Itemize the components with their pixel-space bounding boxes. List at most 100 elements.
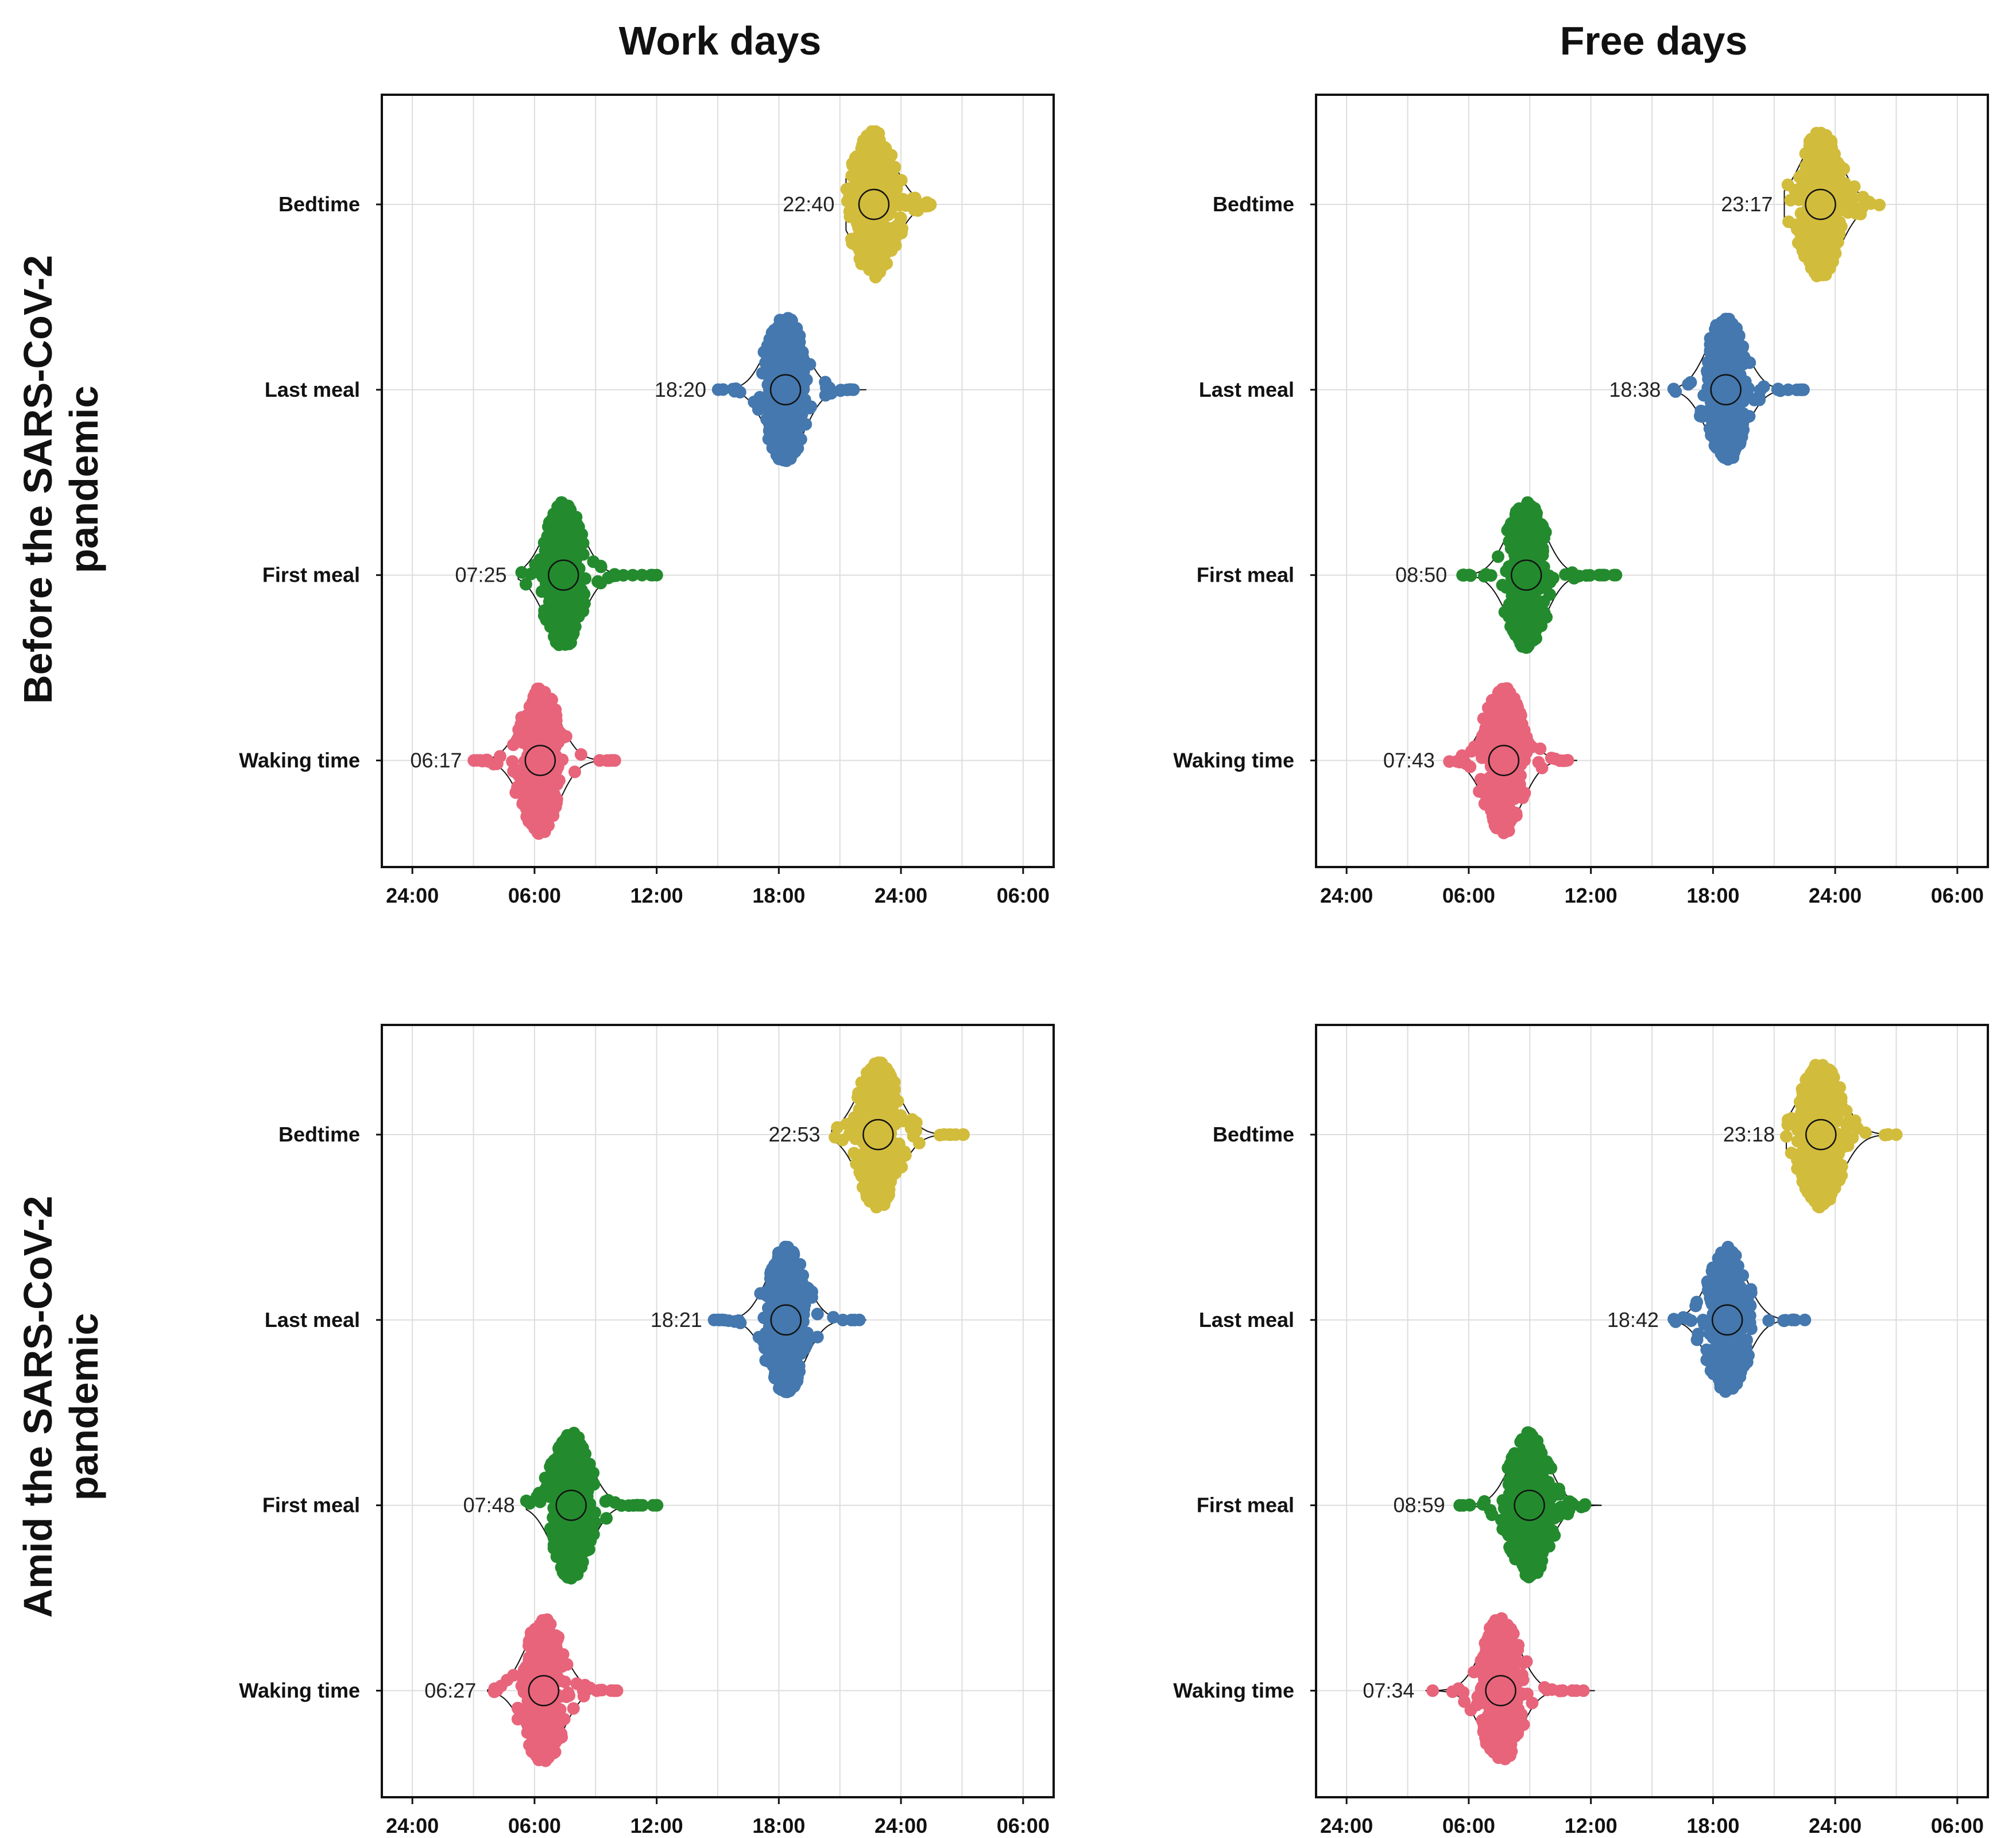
data-point <box>1812 242 1825 256</box>
data-point <box>1782 215 1796 229</box>
data-point <box>894 1109 907 1122</box>
data-point <box>823 381 836 394</box>
row-title-before-line2: pandemic <box>61 386 106 574</box>
data-point <box>511 768 524 781</box>
data-point <box>784 346 797 359</box>
data-point <box>550 756 563 769</box>
series-bedtime: 23:17 <box>1721 126 1886 283</box>
data-point <box>1716 339 1729 352</box>
data-point <box>572 1520 586 1534</box>
data-point <box>773 407 787 420</box>
data-point <box>757 1311 771 1325</box>
data-point <box>1493 804 1507 817</box>
data-point <box>811 1307 824 1321</box>
data-point <box>728 384 741 397</box>
data-point <box>636 568 649 582</box>
data-point <box>865 238 879 251</box>
data-point <box>1703 363 1716 376</box>
data-point <box>779 1374 792 1387</box>
mean-label-last-meal: 18:38 <box>1609 378 1661 401</box>
data-point <box>519 578 532 591</box>
data-point <box>1719 317 1732 330</box>
data-point <box>1828 169 1841 182</box>
data-point <box>860 1066 873 1079</box>
data-point <box>798 1298 811 1311</box>
data-point <box>871 183 884 196</box>
category-label-bedtime: Bedtime <box>278 192 360 216</box>
data-point <box>1721 452 1735 466</box>
data-point <box>506 755 519 768</box>
data-point <box>558 1478 571 1491</box>
data-point <box>533 1495 547 1508</box>
data-point <box>1817 253 1831 266</box>
data-point <box>1534 742 1547 755</box>
data-point <box>773 1272 785 1286</box>
data-point <box>1464 569 1477 582</box>
data-point <box>1486 756 1499 769</box>
mean-marker <box>858 188 890 220</box>
data-point <box>732 1314 745 1327</box>
data-point <box>626 568 639 582</box>
x-tick-label: 06:00 <box>1442 884 1495 907</box>
data-point <box>853 1113 866 1126</box>
data-point <box>891 1094 904 1108</box>
mean-label-bedtime: 23:17 <box>1721 192 1773 216</box>
data-point <box>540 609 553 622</box>
data-point <box>536 770 550 783</box>
x-tick-label: 24:00 <box>1809 884 1862 907</box>
data-point <box>568 765 581 779</box>
data-point <box>572 591 585 604</box>
data-point <box>567 1702 580 1715</box>
data-point <box>911 204 924 217</box>
data-point <box>649 1499 663 1512</box>
data-point <box>920 196 934 209</box>
data-point <box>854 196 867 209</box>
data-point <box>849 211 862 224</box>
category-label-waking-time: Waking time <box>239 748 360 772</box>
data-point <box>537 558 550 571</box>
category-label-waking-time: Waking time <box>1173 748 1294 772</box>
data-point <box>803 358 817 371</box>
data-point <box>564 1466 578 1479</box>
mean-label-first-meal: 08:50 <box>1395 563 1447 587</box>
data-point <box>1492 550 1504 563</box>
data-point <box>872 222 885 235</box>
x-tick-label: 18:00 <box>1686 884 1739 907</box>
data-point <box>564 529 577 543</box>
data-point <box>556 1566 570 1578</box>
data-point <box>908 1119 922 1132</box>
category-label-waking-time: Waking time <box>239 1678 360 1702</box>
data-point <box>511 733 524 746</box>
data-point <box>1753 393 1766 407</box>
data-point <box>531 822 544 835</box>
data-point <box>1806 174 1819 187</box>
data-point <box>587 555 600 568</box>
data-point <box>560 545 574 558</box>
data-point <box>617 568 630 582</box>
category-label-last-meal: Last meal <box>265 1308 360 1332</box>
data-point <box>1806 163 1819 176</box>
column-title-work-days: Work days <box>619 18 822 63</box>
mean-marker <box>769 374 802 406</box>
panel-frame <box>1315 94 1989 868</box>
data-point <box>786 403 799 416</box>
data-point <box>1682 378 1695 391</box>
data-point <box>761 394 775 407</box>
data-point <box>798 1342 811 1355</box>
data-point <box>908 191 922 204</box>
data-point <box>1532 756 1545 769</box>
data-point <box>1798 238 1812 251</box>
mean-marker <box>1805 188 1836 220</box>
data-point <box>865 202 878 215</box>
data-point <box>1826 192 1839 205</box>
data-point <box>1488 714 1501 728</box>
mean-label-first-meal: 07:48 <box>463 1493 515 1517</box>
data-point <box>515 566 528 579</box>
x-tick-label: 12:00 <box>630 1814 683 1837</box>
x-tick-label: 06:00 <box>997 884 1050 907</box>
data-point <box>1609 568 1623 582</box>
data-point <box>558 1449 571 1462</box>
data-point <box>885 241 899 254</box>
data-point <box>1794 181 1807 195</box>
